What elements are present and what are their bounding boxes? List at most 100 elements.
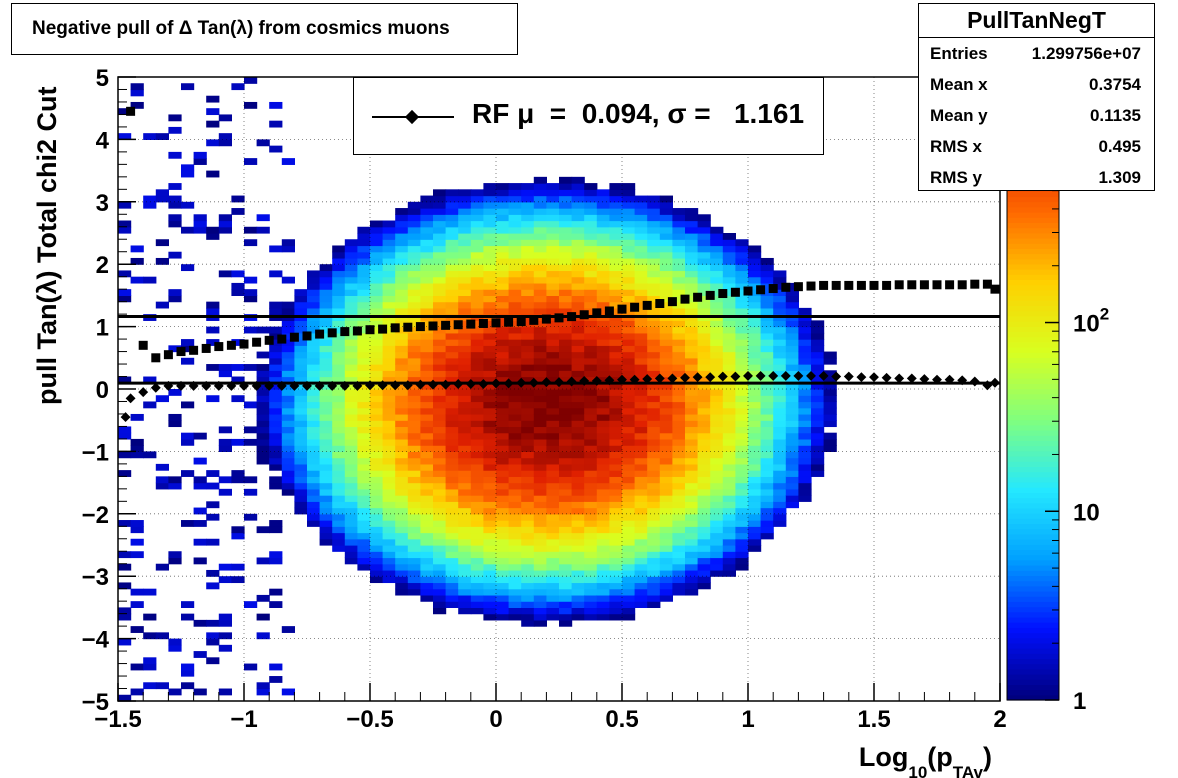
heatmap-cell: [634, 264, 648, 272]
colorbar-segment: [1007, 248, 1059, 255]
heatmap-cell: [811, 401, 825, 409]
heatmap-cell: [496, 607, 510, 615]
heatmap-cell: [382, 245, 396, 253]
heatmap-cell: [382, 413, 396, 421]
heatmap-cell: [647, 201, 661, 209]
heatmap-cell: [521, 482, 535, 490]
heatmap-cell: [533, 401, 547, 409]
heatmap-cell: [344, 438, 358, 446]
heatmap-cell: [445, 476, 459, 484]
heatmap-cell: [344, 245, 358, 253]
heatmap-cell: [584, 563, 598, 571]
heatmap-cell: [445, 526, 459, 534]
heatmap-cell: [433, 370, 447, 378]
heatmap-cell: [483, 345, 497, 353]
heatmap-cell: [546, 226, 560, 234]
heatmap-cell: [609, 457, 623, 465]
heatmap-cell: [420, 351, 434, 359]
heatmap-cell: [382, 257, 396, 265]
heatmap-cell: [596, 601, 610, 608]
heatmap-cell: [281, 357, 295, 365]
heatmap-cell: [181, 226, 195, 234]
heatmap-cell: [710, 389, 724, 396]
heatmap-cell: [533, 245, 547, 253]
heatmap-cell: [420, 532, 434, 540]
heatmap-cell: [332, 320, 346, 328]
heatmap-cell: [622, 345, 636, 353]
heatmap-cell: [521, 470, 535, 477]
heatmap-cell: [672, 401, 686, 409]
heatmap-cell: [584, 438, 598, 446]
heatmap-cell: [281, 239, 295, 247]
heatmap-cell: [458, 195, 472, 203]
grid-lines: [118, 77, 1000, 701]
heatmap-cell: [785, 326, 799, 334]
heatmap-cell: [445, 445, 459, 452]
heatmap-cell: [546, 588, 560, 596]
heatmap-cell: [659, 276, 673, 284]
heatmap-cell: [357, 245, 371, 253]
heatmap-cell: [609, 557, 623, 565]
heatmap-cell: [433, 420, 447, 428]
heatmap-cell: [445, 214, 459, 222]
heatmap-cell: [344, 357, 358, 365]
heatmap-cell: [559, 214, 573, 222]
heatmap-cell: [407, 513, 421, 521]
heatmap-cell: [395, 339, 409, 346]
heatmap-cell: [521, 332, 535, 340]
mean-marker: [314, 380, 325, 391]
heatmap-cell: [735, 463, 749, 471]
heatmap-cell: [344, 389, 358, 396]
heatmap-cell: [685, 276, 699, 284]
heatmap-cell: [344, 295, 358, 303]
heatmap-cell: [307, 301, 321, 309]
heatmap-cell: [118, 376, 132, 384]
heatmap-cell: [445, 220, 459, 228]
heatmap-cell: [256, 557, 270, 565]
heatmap-cell: [748, 445, 762, 452]
heatmap-cell: [559, 551, 573, 559]
heatmap-cell: [433, 357, 447, 365]
mean-marker: [428, 379, 438, 390]
heatmap-cell: [256, 364, 270, 371]
heatmap-cell: [218, 445, 232, 452]
heatmap-cell: [685, 426, 699, 434]
heatmap-cell: [130, 445, 144, 452]
heatmap-cell: [458, 189, 472, 197]
heatmap-cell: [181, 83, 195, 91]
heatmap-cell: [382, 445, 396, 452]
colorbar-segment: [1007, 367, 1059, 374]
heatmap-cell: [559, 532, 573, 540]
heatmap-cell: [332, 538, 346, 546]
heatmap-cell: [546, 582, 560, 590]
heatmap-cell: [685, 245, 699, 253]
heatmap-cell: [559, 282, 573, 290]
heatmap-cell: [470, 470, 484, 477]
heatmap-cell: [685, 482, 699, 490]
heatmap-cell: [659, 220, 673, 228]
heatmap-cell: [798, 345, 812, 353]
heatmap-cell: [521, 601, 535, 608]
heatmap-cell: [672, 582, 686, 590]
heatmap-cell: [609, 407, 623, 415]
heatmap-cell: [118, 470, 132, 477]
heatmap-cell: [798, 470, 812, 477]
heatmap-cell: [420, 326, 434, 334]
heatmap-cell: [470, 295, 484, 303]
mean-marker: [768, 370, 779, 381]
heatmap-cell: [748, 270, 762, 278]
heatmap-cell: [433, 551, 447, 559]
heatmap-cell: [533, 176, 547, 184]
heatmap-cell: [218, 220, 232, 228]
heatmap-cell: [458, 520, 472, 527]
heatmap-cell: [546, 295, 560, 303]
heatmap-cell: [785, 476, 799, 484]
heatmap-cell: [559, 426, 573, 434]
heatmap-cell: [370, 407, 384, 415]
heatmap-cell: [206, 326, 220, 334]
heatmap-cell: [307, 482, 321, 490]
heatmap-cell: [773, 451, 787, 459]
heatmap-cell: [697, 295, 711, 303]
heatmap-cell: [748, 332, 762, 340]
heatmap-cell: [685, 569, 699, 577]
